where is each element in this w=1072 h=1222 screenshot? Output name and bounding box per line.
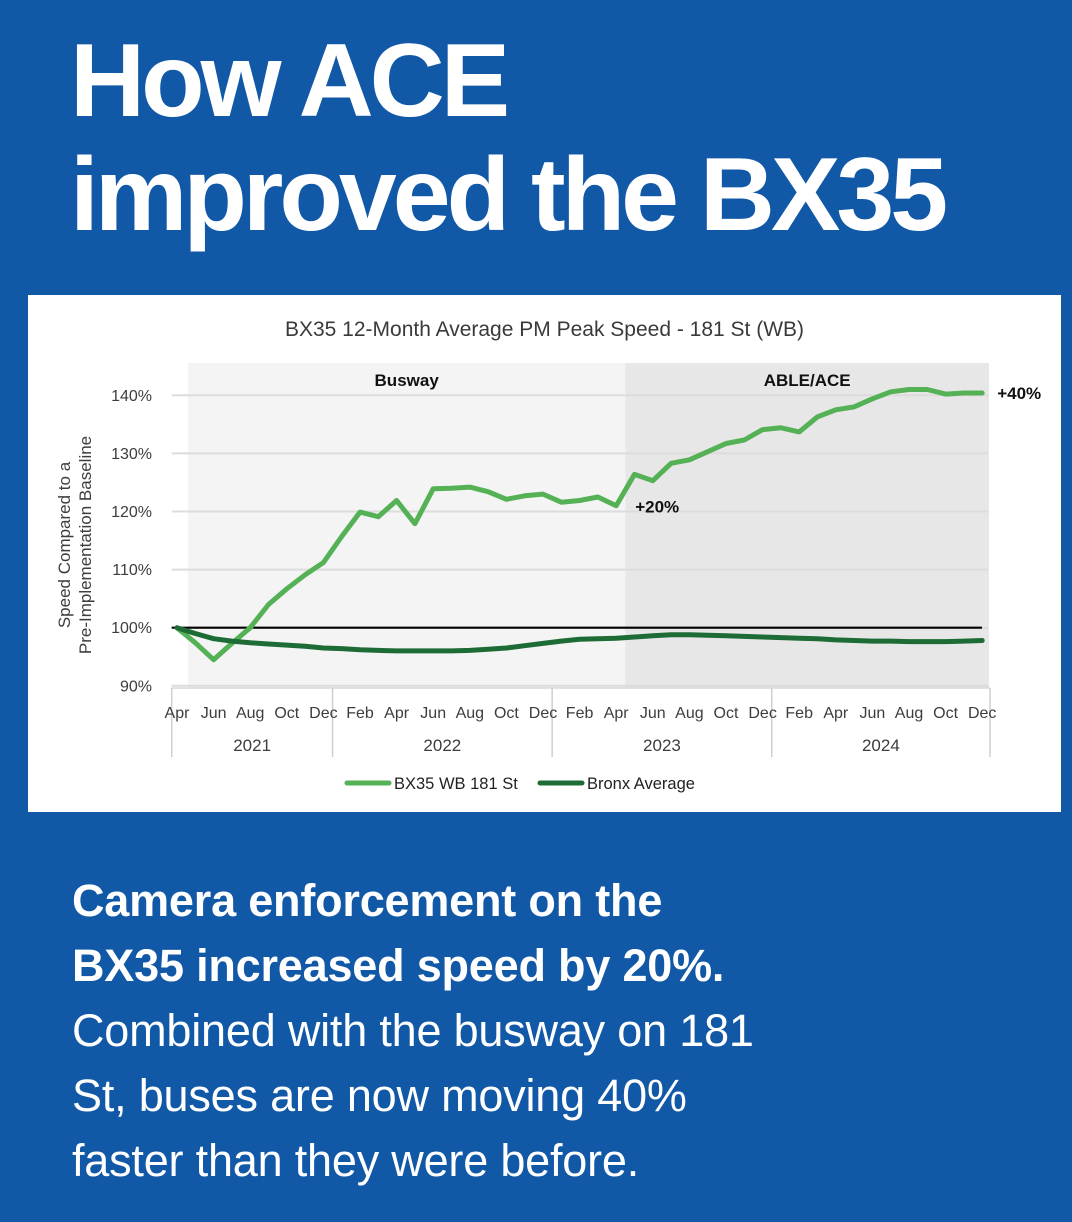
region-label-busway: Busway [375, 371, 440, 390]
x-tick-label: Aug [895, 705, 923, 722]
x-tick-label: Oct [274, 705, 299, 722]
page-title: How ACE improved the BX35 [70, 23, 948, 253]
y-tick-label: 130% [111, 446, 152, 463]
y-tick-label: 100% [111, 620, 152, 637]
y-tick-label: 140% [111, 388, 152, 405]
x-tick-label: Dec [748, 705, 776, 722]
x-tick-label: Jun [860, 705, 886, 722]
chart-title: BX35 12-Month Average PM Peak Speed - 18… [285, 318, 804, 341]
chart-panel: 90% 100% 110% 120% 130% 140% Apr Jun Aug Oct Dec Fe… [28, 295, 1061, 812]
x-tick-label: Feb [346, 705, 374, 722]
legend-label-bronx-average: Bronx Average [587, 775, 695, 793]
y-axis-title: Speed Compared to a Pre-Implementation Ba… [55, 436, 95, 654]
y-tick-label: 110% [112, 562, 152, 579]
region-label-able-ace: ABLE/ACE [764, 371, 851, 390]
x-tick-label: Dec [529, 705, 557, 722]
summary-line: Combined with the busway on 181 [72, 1005, 754, 1056]
page-title-line-1: How ACE [70, 23, 510, 139]
x-tick-label: Oct [494, 705, 519, 722]
x-tick-label: Oct [933, 705, 958, 722]
year-label: 2022 [423, 736, 461, 755]
x-tick-label: Jun [420, 705, 446, 722]
x-tick-label: Apr [384, 705, 410, 722]
x-tick-label: Apr [604, 705, 630, 722]
page-title-line-2: improved the BX35 [70, 137, 948, 253]
x-tick-label: Jun [640, 705, 666, 722]
x-tick-label: Aug [675, 705, 703, 722]
x-tick-label: Apr [823, 705, 849, 722]
series-line-bronx-average [174, 625, 985, 654]
summary-text: Camera enforcement on the BX35 increased… [72, 868, 1022, 1193]
y-tick-label: 90% [120, 678, 152, 695]
year-label: 2024 [862, 736, 900, 755]
summary-line: Camera enforcement on the [72, 875, 663, 926]
series-line-bx35-wb-181-st [174, 387, 985, 663]
x-tick-label: Aug [236, 705, 264, 722]
x-tick-label: Jun [201, 705, 227, 722]
summary-line: St, buses are now moving 40% [72, 1070, 687, 1121]
x-tick-label: Dec [968, 705, 996, 722]
x-tick-label: Feb [566, 705, 594, 722]
chart: 90% 100% 110% 120% 130% 140% Apr Jun Aug Oct Dec Fe… [55, 318, 1041, 793]
summary-line: faster than they were before. [72, 1135, 640, 1186]
x-tick-label: Feb [785, 705, 813, 722]
legend-label-bx35-wb-181-st: BX35 WB 181 St [394, 775, 518, 793]
annotation-40: +40% [997, 384, 1041, 403]
y-tick-label: 120% [111, 504, 152, 521]
x-tick-label: Aug [456, 705, 484, 722]
region-busway [187, 363, 626, 688]
summary-line: BX35 increased speed by 20%. [72, 940, 725, 991]
x-tick-label: Dec [309, 705, 337, 722]
year-label: 2023 [643, 736, 681, 755]
x-tick-label: Apr [165, 705, 191, 722]
annotation-20: +20% [635, 498, 679, 517]
x-tick-label: Oct [714, 705, 739, 722]
year-label: 2021 [233, 736, 271, 755]
